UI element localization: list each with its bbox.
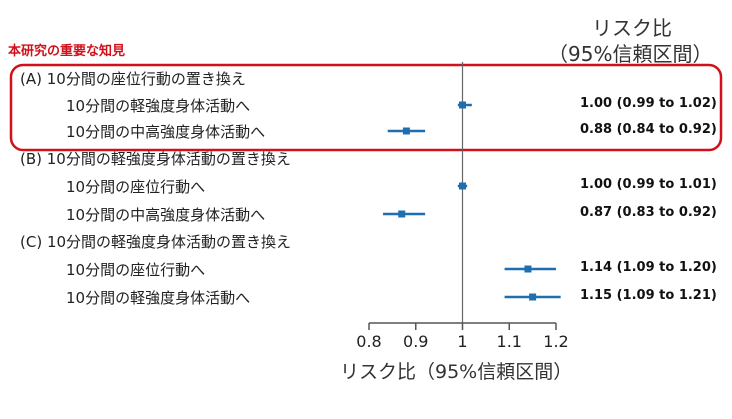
estimate-label: 1.14 (1.09 to 1.20) xyxy=(580,260,717,275)
row-label: 10分間の座位行動へ xyxy=(66,261,206,279)
point-estimate xyxy=(398,210,406,218)
x-tick-label: 0.8 xyxy=(356,332,382,351)
header-subtitle: （95%信頼区間） xyxy=(548,42,713,66)
x-tick-label: 0.9 xyxy=(403,332,429,351)
estimate-label: 1.15 (1.09 to 1.21) xyxy=(580,288,717,303)
group-label: (A) 10分間の座位行動の置き換え xyxy=(20,70,246,88)
point-estimate xyxy=(402,127,410,135)
highlight-box xyxy=(9,63,723,152)
x-tick-label: 1.1 xyxy=(496,332,522,351)
point-estimate xyxy=(459,101,466,109)
row-label: 10分間の座位行動へ xyxy=(66,178,206,196)
x-axis-label: リスク比（95%信頼区間） xyxy=(340,361,573,383)
point-estimate xyxy=(524,265,532,273)
row-label: 10分間の中高強度身体活動へ xyxy=(66,206,266,224)
header-title: リスク比 xyxy=(592,16,672,40)
point-estimate xyxy=(529,293,537,301)
row-label: 10分間の軽強度身体活動へ xyxy=(66,289,251,307)
row-label: 10分間の軽強度身体活動へ xyxy=(66,97,251,115)
x-tick-label: 1 xyxy=(457,332,468,351)
estimate-label: 1.00 (0.99 to 1.01) xyxy=(580,177,717,192)
row-label: 10分間の中高強度身体活動へ xyxy=(66,123,266,141)
key-findings-label: 本研究の重要な知見 xyxy=(8,44,126,59)
group-label: (B) 10分間の軽強度身体活動の置き換え xyxy=(20,150,291,168)
estimate-label: 1.00 (0.99 to 1.02) xyxy=(580,96,717,111)
estimate-label: 0.87 (0.83 to 0.92) xyxy=(580,205,717,220)
point-estimate xyxy=(459,182,466,190)
x-tick-label: 1.2 xyxy=(543,332,569,351)
group-label: (C) 10分間の軽強度身体活動の置き換え xyxy=(20,233,292,251)
estimate-label: 0.88 (0.84 to 0.92) xyxy=(580,122,717,137)
